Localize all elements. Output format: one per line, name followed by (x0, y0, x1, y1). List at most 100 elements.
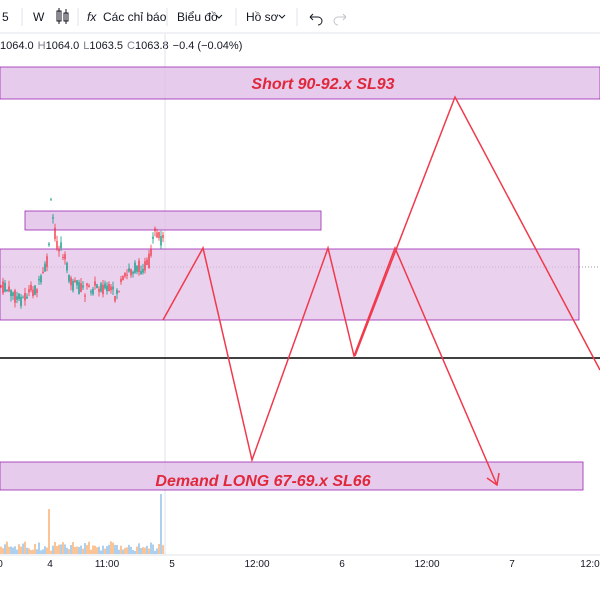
volume-bar (0, 546, 2, 554)
volume-bar (138, 543, 140, 554)
projection-path[interactable] (354, 95, 600, 371)
candle-body (150, 248, 152, 256)
x-axis-labels: 0 4 11:00 5 12:00 6 12:00 7 12:0 (0, 559, 600, 570)
volume-bar (126, 547, 128, 554)
volume-bar (50, 550, 52, 554)
volume-bar (160, 494, 162, 554)
volume-bar (136, 546, 138, 554)
candle-body (88, 285, 90, 288)
demand-label[interactable]: Demand LONG 67-69.x SL66 (155, 473, 370, 490)
interval-prev[interactable]: 5 (2, 10, 9, 24)
volume-bar (6, 541, 8, 554)
candle-body (144, 261, 146, 271)
candle-body (112, 286, 114, 290)
interval[interactable]: W (33, 10, 45, 24)
ohlc-legend: 1064.0 H 1064.0 L 1063.5 C 1063.8 −0.4 (−0.04%) (0, 40, 242, 52)
volume-bar (52, 545, 54, 554)
redo-button[interactable] (333, 13, 347, 26)
candles (0, 197, 164, 309)
range-zone[interactable] (0, 248, 580, 321)
profile-button[interactable]: Hồ sơ (246, 10, 279, 24)
candle-body (78, 282, 80, 294)
volume-bar (26, 547, 28, 554)
candle-body (26, 296, 28, 299)
x-tick-label: 12:0 (580, 559, 600, 570)
candle-body (128, 268, 130, 272)
volume-bar (88, 541, 90, 554)
volume-bar (62, 542, 64, 554)
resistance-zone[interactable] (24, 210, 322, 231)
volume-bar (10, 546, 12, 554)
demand-zone[interactable] (0, 461, 584, 491)
chevron (215, 14, 223, 19)
fx-icon: fx (87, 10, 97, 24)
volume-bar (100, 550, 102, 554)
volume-bar (56, 546, 58, 554)
chevron (278, 14, 286, 19)
volume-bar (86, 545, 88, 554)
candle-body (90, 290, 92, 293)
volume-bar (130, 546, 132, 554)
volume-bar (116, 545, 118, 554)
short-label[interactable]: Short 90-92.x SL93 (251, 76, 394, 93)
candle-body (36, 289, 38, 293)
volume-bar (142, 547, 144, 554)
x-tick-label: 7 (509, 559, 515, 570)
volume-bar (104, 548, 106, 554)
legend-key: H (38, 40, 46, 52)
candle-body (110, 286, 112, 291)
legend-value: 1064.0 (0, 40, 34, 52)
candle-body (60, 242, 62, 248)
candle-body (2, 281, 4, 294)
candle-body (40, 275, 42, 283)
candle-body (38, 279, 40, 281)
candle-body (12, 292, 14, 296)
undo-button[interactable] (309, 13, 323, 26)
candle-body (82, 285, 84, 288)
candle-body (18, 293, 20, 300)
toolbar (0, 0, 600, 33)
candle-icon[interactable] (56, 8, 69, 24)
volume-bar (32, 549, 34, 554)
candle-body (132, 271, 134, 274)
candle-body (50, 198, 52, 200)
indicators-button[interactable]: Các chỉ báo (103, 10, 167, 24)
chart-button[interactable]: Biểu đồ (177, 10, 218, 24)
volume-bar (124, 547, 126, 554)
volume-bar (24, 541, 26, 554)
candle-body (92, 288, 94, 295)
volume-bar (22, 543, 24, 554)
volume-bar (46, 547, 48, 554)
short-zone[interactable] (0, 66, 600, 100)
volume-bar (58, 544, 60, 554)
candle-body (114, 295, 116, 302)
candle-body (154, 228, 156, 232)
volume-bar (8, 546, 10, 554)
arrow-head (486, 472, 500, 487)
volume-bar (94, 545, 96, 554)
candle-body (58, 249, 60, 252)
candle-body (52, 217, 54, 219)
volume-bar (44, 546, 46, 554)
candle-body (56, 241, 58, 249)
candle-body (106, 285, 108, 292)
volume-bar (78, 547, 80, 554)
candle-body (6, 290, 8, 292)
candle-body (96, 284, 98, 289)
volume-bar (36, 549, 38, 554)
projection-path[interactable] (162, 245, 498, 486)
volume-bar (60, 544, 62, 554)
volume-bar (4, 544, 6, 554)
candle-body (16, 296, 18, 300)
candle-body (4, 282, 6, 292)
volume-bar (12, 547, 14, 554)
volume-bar (106, 546, 108, 554)
candle-body (80, 283, 82, 293)
volume-bar (140, 547, 142, 554)
volume-bar (38, 542, 40, 554)
volume-bar (108, 544, 110, 554)
candle-body (130, 269, 132, 276)
volume-bar (90, 549, 92, 554)
candle-body (136, 265, 138, 272)
candle-body (34, 285, 36, 295)
